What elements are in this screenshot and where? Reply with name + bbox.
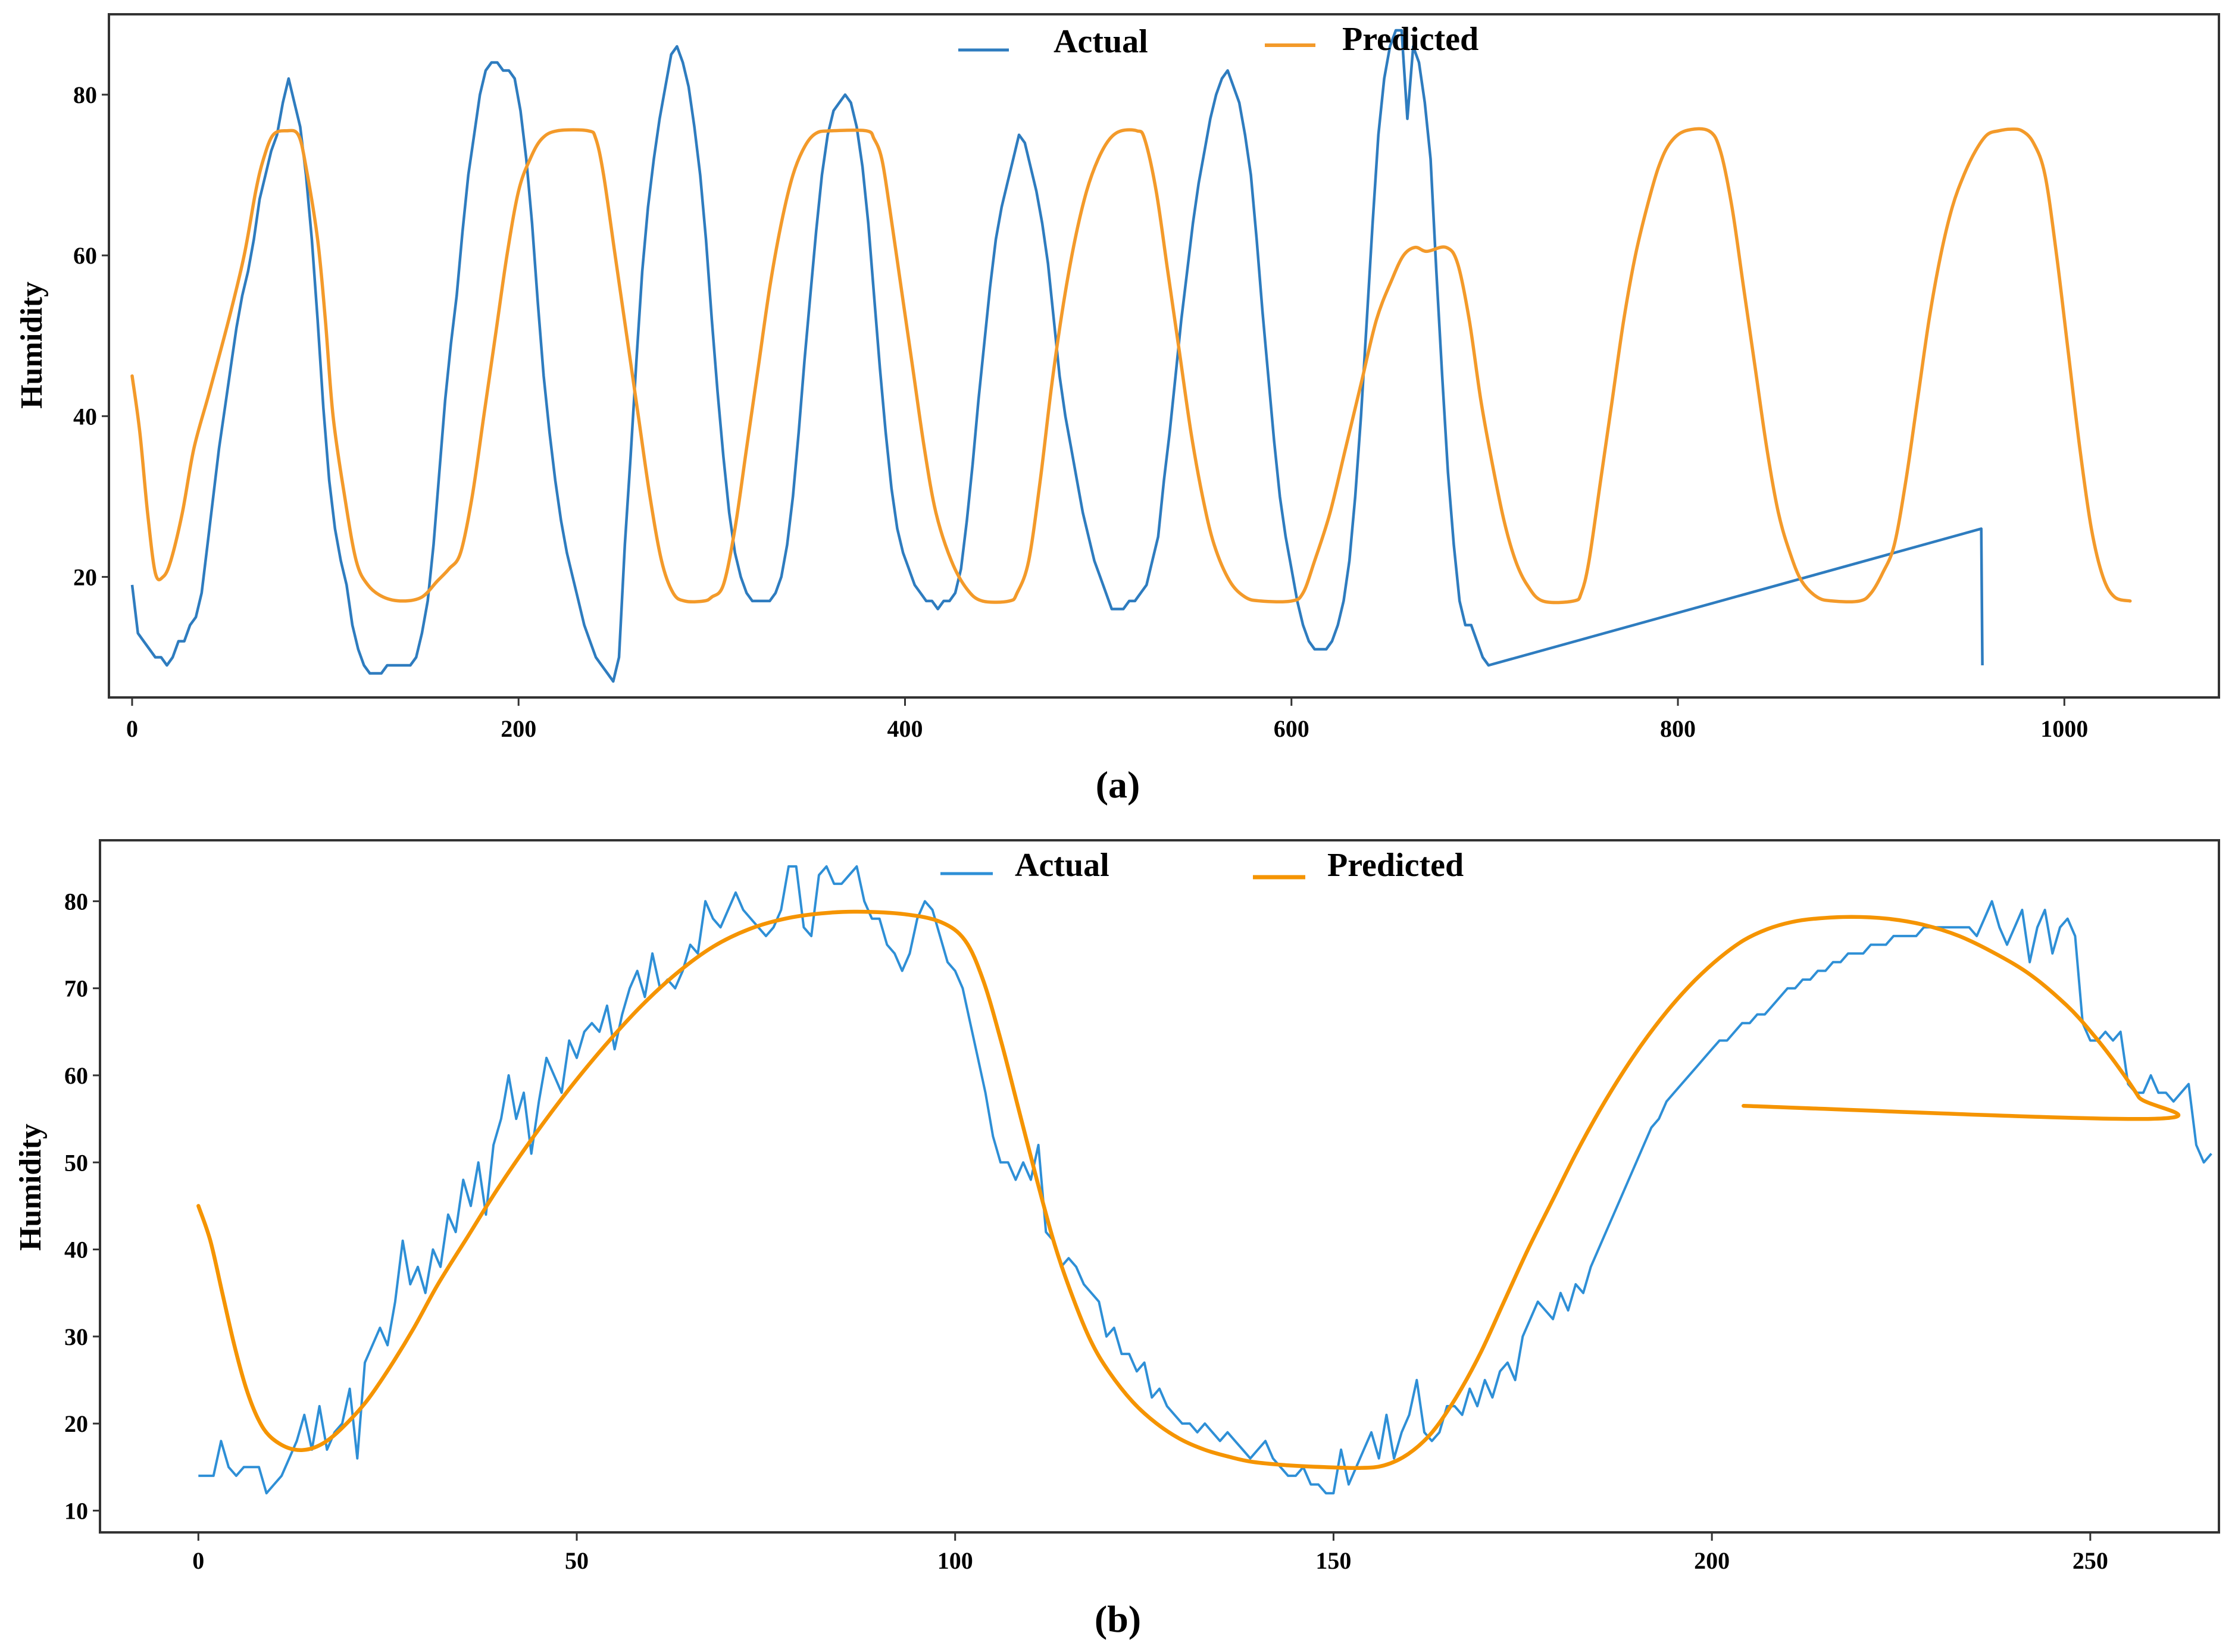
legend-b: Actual Predicted <box>940 847 1464 884</box>
chart-panel-a: 0 200 400 600 800 1000 20 40 60 80 Humidity Actua… <box>15 13 2220 806</box>
legend-a: Actual Predicted <box>958 21 1478 60</box>
x-tick-label: 100 <box>937 1547 973 1574</box>
y-axis-label-b: Humidity <box>14 1124 48 1251</box>
x-tick-label: 150 <box>1315 1547 1351 1574</box>
x-tick-label: 0 <box>192 1547 204 1574</box>
y-tick-label: 60 <box>64 1062 88 1089</box>
series-layer-b <box>196 865 2212 1495</box>
series-predicted-line <box>196 909 2181 1470</box>
plot-frame-b <box>99 839 2220 1534</box>
panel-label-a: (a) <box>1096 764 1140 806</box>
legend-label-predicted-a: Predicted <box>1342 21 1478 58</box>
y-tick-label: 70 <box>64 975 88 1002</box>
y-tick-label: 30 <box>64 1324 88 1350</box>
x-tick-label: 0 <box>126 715 138 742</box>
x-tick-label: 400 <box>887 715 923 742</box>
series-actual-line <box>130 29 1984 683</box>
x-tick-label: 800 <box>1660 715 1696 742</box>
panel-letter-b: b <box>1107 1598 1129 1640</box>
legend-label-predicted-b: Predicted <box>1327 847 1464 884</box>
y-tick-label: 80 <box>73 82 97 108</box>
y-tick-label: 40 <box>64 1237 88 1263</box>
series-actual-line <box>198 865 2212 1495</box>
axes-b: 0 50 100 150 200 250 10 20 30 40 50 60 70 80 <box>64 888 2108 1574</box>
chart-panel-b: 0 50 100 150 200 250 10 20 30 40 50 60 70 80 Humidity… <box>14 839 2220 1640</box>
y-tick-label: 40 <box>73 403 97 430</box>
y-tick-label: 20 <box>73 564 97 590</box>
y-tick-label: 10 <box>64 1497 88 1524</box>
x-tick-label: 50 <box>565 1547 589 1574</box>
y-tick-label: 50 <box>64 1149 88 1176</box>
plot-frame-a <box>108 13 2220 699</box>
y-axis-label-a: Humidity <box>15 281 49 409</box>
axes-a: 0 200 400 600 800 1000 20 40 60 80 <box>73 82 2088 742</box>
legend-label-actual-a: Actual <box>1054 23 1148 60</box>
panel-letter-a: a <box>1108 764 1127 806</box>
legend-label-actual-b: Actual <box>1015 847 1109 884</box>
panel-label-b: (b) <box>1095 1598 1141 1640</box>
y-tick-label: 80 <box>64 888 88 915</box>
x-tick-label: 200 <box>1694 1547 1730 1574</box>
x-tick-label: 1000 <box>2040 715 2088 742</box>
x-tick-label: 600 <box>1274 715 1309 742</box>
x-tick-label: 250 <box>2073 1547 2108 1574</box>
y-tick-label: 60 <box>73 242 97 269</box>
series-layer-a <box>130 29 2132 683</box>
x-tick-label: 200 <box>501 715 536 742</box>
series-predicted-line <box>130 127 2132 605</box>
y-tick-label: 20 <box>64 1410 88 1437</box>
